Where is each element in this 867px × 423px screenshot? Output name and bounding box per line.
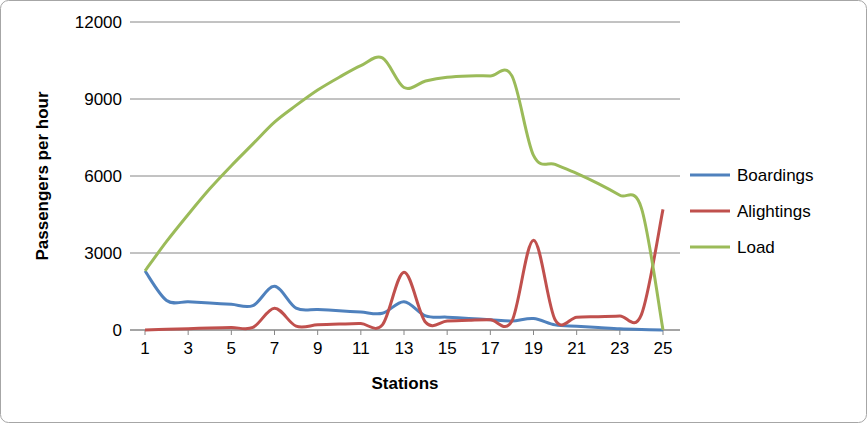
x-axis-label: Stations	[371, 374, 438, 393]
x-tick-label: 3	[183, 339, 192, 358]
chart: 030006000900012000135791113151719212325S…	[0, 0, 867, 423]
legend-label: Boardings	[737, 166, 814, 185]
x-tick-label: 7	[270, 339, 279, 358]
legend-label: Load	[737, 238, 775, 257]
x-tick-label: 9	[313, 339, 322, 358]
x-tick	[490, 330, 491, 335]
y-tick-label: 3000	[84, 244, 122, 263]
x-tick-label: 11	[352, 339, 370, 358]
x-tick-label: 13	[395, 339, 414, 358]
legend-swatch	[690, 174, 730, 177]
series-line	[145, 57, 663, 330]
legend-label: Alightings	[737, 202, 811, 221]
plot-area	[145, 57, 663, 330]
x-tick-label: 15	[438, 339, 457, 358]
x-tick	[576, 330, 577, 335]
grid-line	[130, 99, 680, 100]
x-tick	[188, 330, 189, 335]
x-tick	[619, 330, 620, 335]
grid-line	[130, 22, 680, 23]
y-tick-label: 9000	[84, 90, 122, 109]
legend-swatch	[690, 210, 730, 213]
x-tick	[274, 330, 275, 335]
x-tick-label: 1	[140, 339, 149, 358]
y-tick-label: 6000	[84, 167, 122, 186]
x-tick-label: 19	[524, 339, 543, 358]
x-tick-label: 5	[227, 339, 236, 358]
grid-line	[130, 176, 680, 177]
y-tick-label: 0	[113, 321, 122, 340]
x-tick-label: 23	[610, 339, 629, 358]
chart-border	[1, 1, 867, 423]
x-tick-label: 17	[481, 339, 500, 358]
x-tick-label: 25	[654, 339, 673, 358]
x-axis	[130, 330, 680, 331]
x-tick	[447, 330, 448, 335]
x-tick	[317, 330, 318, 335]
x-tick	[533, 330, 534, 335]
x-tick	[360, 330, 361, 335]
grid-line	[130, 330, 680, 331]
grid-line	[130, 253, 680, 254]
x-tick	[231, 330, 232, 335]
x-tick	[404, 330, 405, 335]
y-axis-label: Passengers per hour	[33, 91, 52, 261]
series-line	[145, 271, 663, 330]
x-tick-label: 21	[567, 339, 586, 358]
series-line	[145, 209, 663, 330]
legend-swatch	[690, 246, 730, 249]
y-tick-label: 12000	[75, 13, 122, 32]
